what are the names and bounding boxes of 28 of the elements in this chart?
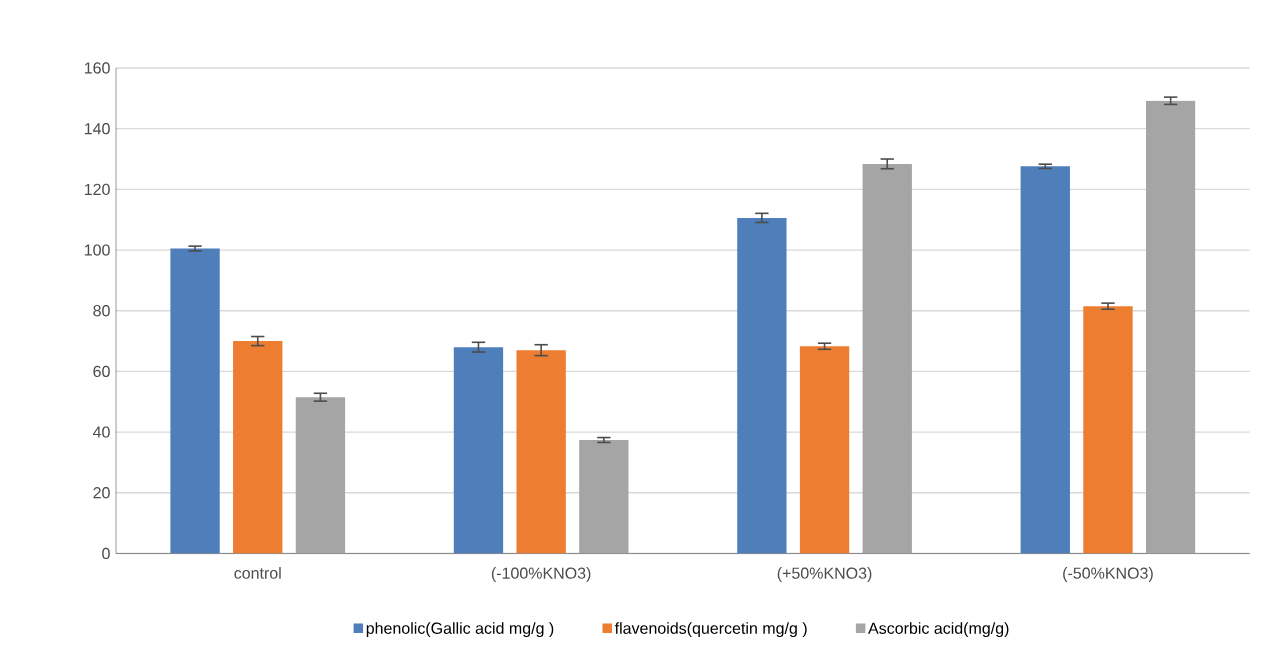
bar <box>737 217 787 554</box>
bar <box>233 341 283 554</box>
y-tick-label: 60 <box>93 365 110 378</box>
bar <box>1145 100 1196 554</box>
y-tick-label: 80 <box>93 305 110 317</box>
bar <box>170 248 220 554</box>
legend-label: Ascorbic acid(mg/g) <box>868 622 1009 638</box>
x-tick-label: (-50%KNO3) <box>1063 567 1153 583</box>
bar <box>453 347 504 554</box>
y-tick-label: 100 <box>84 244 110 256</box>
legend-label: flavenoids(quercetin mg/g ) <box>614 622 807 638</box>
x-tick-label: (-100%KNO3) <box>491 567 591 583</box>
bar <box>516 350 566 554</box>
legend-label: phenolic(Gallic acid mg/g ) <box>366 622 554 638</box>
y-tick-label: 20 <box>93 487 110 499</box>
bar <box>799 346 850 554</box>
y-tick-label: 0 <box>102 547 110 560</box>
y-tick-label: 140 <box>84 123 110 135</box>
bar <box>579 440 629 554</box>
y-tick-label: 160 <box>84 62 110 74</box>
bar <box>862 163 912 554</box>
bar <box>1083 306 1133 554</box>
x-tick-label: (+50%KNO3) <box>777 567 872 583</box>
bar <box>295 397 346 554</box>
bar <box>1020 166 1070 554</box>
y-tick-label: 40 <box>93 426 110 438</box>
x-tick-label: control <box>234 567 281 579</box>
y-tick-label: 120 <box>84 183 110 196</box>
